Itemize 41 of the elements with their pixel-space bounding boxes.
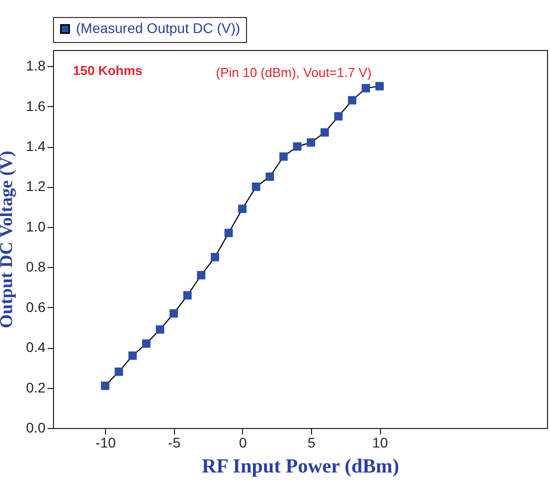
point	[197, 271, 206, 280]
point	[170, 309, 178, 318]
point	[348, 96, 356, 104]
point	[252, 182, 260, 191]
point	[142, 339, 150, 348]
point	[183, 291, 192, 300]
point	[210, 252, 220, 262]
annotation: (Pin 10 (dBm), Vout=1.7 V)	[216, 65, 372, 80]
point	[293, 142, 302, 151]
y-tick-label: 1.6	[26, 98, 46, 114]
x-tick-label: -5	[168, 434, 181, 450]
point	[100, 382, 110, 390]
point	[279, 152, 288, 161]
x-tick-label: 0	[238, 434, 247, 450]
y-tick-label: 1.2	[26, 178, 46, 194]
y-tick-label: 0.8	[26, 258, 46, 275]
point	[128, 351, 137, 360]
x-tick-label: 5	[308, 434, 316, 450]
point	[320, 128, 329, 137]
y-tick-label: 1.8	[26, 58, 46, 74]
x-tick-label: 10	[372, 434, 388, 450]
y-tick-label: 0.6	[26, 298, 46, 315]
point	[266, 172, 274, 181]
point	[114, 368, 124, 376]
point	[306, 138, 316, 147]
x-tick-label: -10	[96, 434, 116, 450]
point	[334, 112, 343, 121]
point	[238, 204, 247, 214]
y-tick-label: 0.4	[26, 339, 46, 356]
y-tick-label: 0.2	[26, 379, 46, 396]
y-tick-label: 1.0	[26, 218, 46, 234]
point	[375, 82, 384, 90]
point	[156, 325, 164, 334]
y-tick-label: 1.4	[26, 138, 46, 154]
x-axis-title: RF Input Power (dBm)	[202, 456, 400, 478]
legend-label: (Measured Output DC (V))	[76, 20, 240, 36]
y-axis-title: Output DC Voltage (V)	[0, 150, 16, 328]
point	[224, 228, 233, 238]
y-tick-label: 0.0	[26, 420, 46, 436]
annotation: 150 Kohms	[73, 63, 142, 78]
point	[362, 84, 370, 92]
